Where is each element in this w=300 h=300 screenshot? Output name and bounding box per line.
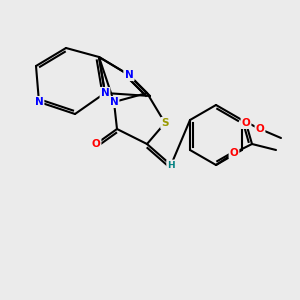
Text: N: N bbox=[124, 70, 134, 80]
Text: N: N bbox=[110, 97, 118, 107]
Text: N: N bbox=[34, 97, 43, 107]
Text: N: N bbox=[124, 70, 134, 80]
Text: O: O bbox=[242, 118, 250, 128]
Text: S: S bbox=[161, 118, 169, 128]
Text: O: O bbox=[230, 148, 238, 158]
Text: O: O bbox=[256, 124, 264, 134]
Text: H: H bbox=[167, 160, 175, 169]
Text: N: N bbox=[100, 88, 109, 98]
Text: O: O bbox=[92, 139, 100, 149]
